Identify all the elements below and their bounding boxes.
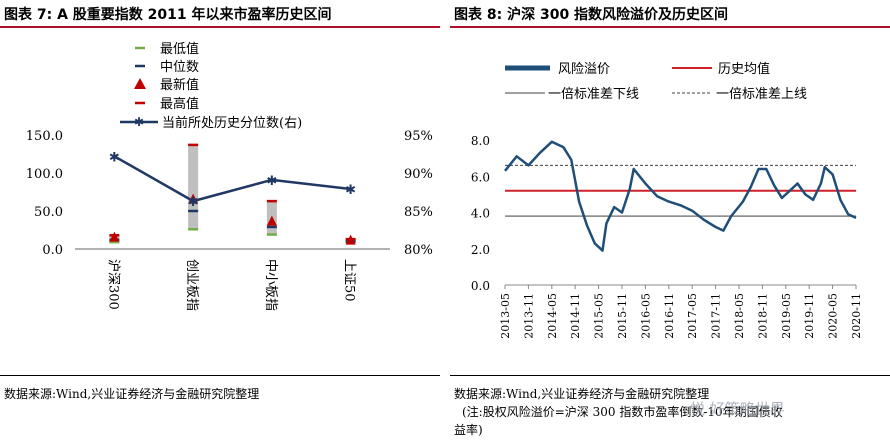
right-chart-header: 图表 8: 沪深 300 指数风险溢价及历史区间: [450, 0, 890, 28]
right-chart-title: 图表 8: 沪深 300 指数风险溢价及历史区间: [454, 7, 729, 23]
right-y-tick-label: 85%: [404, 205, 433, 220]
left-source-text: 数据来源:Wind,兴业证券经济与金融研究院整理: [4, 387, 260, 401]
legend-min-label: 最低值: [160, 41, 199, 57]
right-source: 数据来源:Wind,兴业证券经济与金融研究院整理 (注:股权风险溢价=沪深 30…: [450, 375, 890, 446]
y-tick-label: 2.0: [471, 243, 490, 257]
right-y-tick-label: 80%: [404, 243, 433, 258]
x-tick-label: 2016-11: [663, 293, 676, 339]
right-source-line2: (注:股权风险溢价=沪深 300 指数市盈率倒数-10年期国债收: [462, 405, 783, 419]
legend-latest-swatch: [134, 78, 146, 89]
x-tick-label: 2017-05: [686, 293, 699, 339]
x-tick-label: 2013-11: [522, 293, 535, 339]
percentile-point: ✱: [109, 150, 120, 165]
left-marks: ✱ ✱ ✱ ✱: [109, 143, 356, 245]
legend-upper-label: 一倍标准差上线: [716, 87, 807, 102]
legend-pct-marker: ✱: [134, 115, 144, 129]
legend-mean-label: 历史均值: [718, 61, 770, 77]
x-tick-label: 2018-05: [733, 293, 746, 339]
left-chart: 最低值 中位数 最新值 最高值 ✱ 当前所处历史分位数(右) 150.0 100.…: [26, 41, 433, 311]
x-tick-label: 2014-05: [546, 293, 559, 339]
legend-latest-label: 最新值: [160, 77, 199, 93]
x-tick-label: 2013-05: [499, 293, 512, 339]
legend-max-label: 最高值: [160, 96, 199, 112]
left-y-tick-label: 150.0: [26, 129, 63, 144]
left-chart-title: 图表 7: A 股重要指数 2011 年以来市盈率历史区间: [4, 7, 332, 23]
percentile-point: ✱: [345, 183, 356, 198]
x-tick-label: 2019-05: [780, 293, 793, 339]
right-chart: 风险溢价 历史均值 一倍标准差下线 一倍标准差上线 8.0 6.0 4.0 2.0 0.…: [471, 61, 863, 339]
right-axes: 8.0 6.0 4.0 2.0 0.0 2013-05 2013-11 2014-05 2014…: [471, 134, 863, 339]
y-tick-label: 8.0: [471, 134, 490, 148]
left-source: 数据来源:Wind,兴业证券经济与金融研究院整理: [0, 375, 440, 446]
left-y-tick-label: 100.0: [26, 167, 63, 182]
latest-marker: [109, 231, 120, 242]
left-x-tick-label: 沪深300: [105, 259, 121, 310]
right-source-line1: 数据来源:Wind,兴业证券经济与金融研究院整理: [454, 387, 710, 401]
right-y-tick-label: 90%: [404, 167, 433, 182]
y-tick-label: 4.0: [471, 207, 490, 221]
legend-pct-label: 当前所处历史分位数(右): [162, 115, 302, 131]
y-tick-label: 0.0: [471, 279, 490, 293]
left-axes: 150.0 100.0 50.0 0.0 95% 90% 85% 80% 沪深300 创业板指 中小…: [26, 129, 433, 311]
x-tick-label: 2015-11: [616, 293, 629, 339]
x-tick-label: 2014-11: [569, 293, 582, 339]
left-chart-header: 图表 7: A 股重要指数 2011 年以来市盈率历史区间: [0, 0, 440, 28]
right-y-tick-label: 95%: [404, 129, 433, 144]
x-tick-label: 2020-05: [827, 293, 840, 339]
watermark: 悦 好策略世界: [690, 400, 785, 418]
x-tick-label: 2019-11: [803, 293, 816, 339]
risk-premium-line: [504, 140, 857, 252]
left-y-tick-label: 50.0: [34, 205, 63, 220]
y-tick-label: 6.0: [471, 170, 490, 184]
latest-marker: [266, 215, 277, 226]
percentile-point: ✱: [188, 195, 199, 210]
legend-lower-label: 一倍标准差下线: [548, 87, 639, 102]
x-tick-label: 2015-05: [593, 293, 606, 339]
left-x-tick-label: 创业板指: [184, 259, 199, 311]
right-marks: [504, 140, 857, 252]
left-y-tick-label: 0.0: [42, 243, 63, 258]
x-tick-label: 2020-11: [850, 293, 863, 339]
left-x-tick-label: 上证50: [342, 259, 357, 302]
x-tick-label: 2018-11: [756, 293, 769, 339]
latest-marker: [345, 234, 356, 245]
left-x-tick-label: 中小板指: [263, 259, 278, 311]
legend-premium-label: 风险溢价: [558, 62, 610, 77]
range-bar: [188, 144, 199, 230]
left-legend: 最低值 中位数 最新值 最高值 ✱ 当前所处历史分位数(右): [120, 41, 302, 131]
right-source-line3: 益率): [454, 423, 483, 437]
percentile-line: [113, 155, 351, 203]
percentile-point: ✱: [266, 174, 277, 189]
legend-median-label: 中位数: [160, 60, 199, 75]
right-legend: 风险溢价 历史均值 一倍标准差下线 一倍标准差上线: [505, 61, 807, 102]
x-tick-label: 2016-05: [639, 293, 652, 339]
x-tick-label: 2017-11: [710, 293, 723, 339]
